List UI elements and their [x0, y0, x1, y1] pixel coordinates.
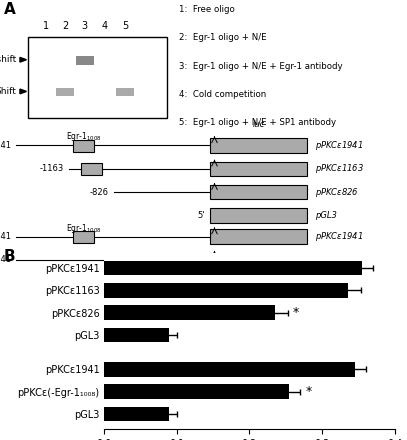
Text: 4:  Cold competition: 4: Cold competition — [179, 90, 266, 99]
Text: 1: 1 — [42, 21, 49, 31]
Bar — [73, 140, 94, 152]
Text: Egr-1$_{1008}$: Egr-1$_{1008}$ — [66, 130, 101, 143]
Text: 3:  Egr-1 oligo + N/E + Egr-1 antibody: 3: Egr-1 oligo + N/E + Egr-1 antibody — [179, 62, 343, 70]
Text: Shift: Shift — [0, 87, 16, 96]
Polygon shape — [20, 57, 26, 62]
Bar — [28, 37, 167, 118]
Bar — [210, 209, 307, 223]
Bar — [210, 185, 307, 199]
Text: 5': 5' — [197, 211, 205, 220]
Text: Egr-1$_{1008}$: Egr-1$_{1008}$ — [66, 222, 101, 235]
Bar — [81, 163, 102, 175]
Bar — [104, 328, 169, 342]
Text: p$PKCε$(-Egr-1$_{1008}$): p$PKCε$(-Egr-1$_{1008}$) — [315, 253, 390, 267]
Bar — [104, 362, 355, 377]
Text: A: A — [4, 3, 16, 18]
Text: p$PKCε$826: p$PKCε$826 — [315, 186, 359, 199]
Text: -1941: -1941 — [0, 141, 11, 150]
Bar — [104, 283, 348, 298]
Bar — [116, 88, 134, 96]
Bar — [73, 254, 94, 266]
Text: -1941: -1941 — [0, 232, 11, 241]
Text: p$PKCε$1163: p$PKCε$1163 — [315, 162, 365, 175]
Text: *: * — [293, 306, 299, 319]
Bar — [104, 305, 275, 320]
Text: *: * — [305, 385, 311, 398]
Text: -1163: -1163 — [40, 164, 64, 173]
Bar — [73, 231, 94, 243]
Text: B: B — [4, 249, 16, 264]
Text: 2: 2 — [62, 21, 68, 31]
Text: 4: 4 — [102, 21, 108, 31]
Bar — [104, 261, 362, 275]
Text: pGL3: pGL3 — [315, 279, 337, 288]
Bar — [210, 229, 307, 244]
Text: Super shift: Super shift — [0, 55, 16, 64]
Text: 5: 5 — [122, 21, 129, 31]
Text: 1:  Free oligo: 1: Free oligo — [179, 5, 235, 14]
Bar — [104, 384, 289, 399]
Bar — [210, 161, 307, 176]
Text: 5:  Egr-1 oligo + N/E + SP1 antibody: 5: Egr-1 oligo + N/E + SP1 antibody — [179, 118, 336, 127]
Bar — [210, 253, 307, 267]
Text: 3: 3 — [81, 21, 88, 31]
Bar — [210, 276, 307, 290]
Bar — [56, 88, 74, 96]
Text: pGL3: pGL3 — [315, 211, 337, 220]
Polygon shape — [20, 89, 26, 94]
Text: -1941: -1941 — [0, 256, 11, 264]
Text: p$PKCε$1941: p$PKCε$1941 — [315, 230, 364, 243]
Bar — [76, 56, 94, 65]
Text: 5': 5' — [197, 279, 205, 288]
Text: luc: luc — [252, 120, 265, 129]
Text: -826: -826 — [90, 188, 109, 197]
Text: p$PKCε$1941: p$PKCε$1941 — [315, 139, 364, 152]
Text: 2:  Egr-1 oligo + N/E: 2: Egr-1 oligo + N/E — [179, 33, 267, 42]
Bar — [104, 407, 169, 421]
Bar — [210, 138, 307, 153]
